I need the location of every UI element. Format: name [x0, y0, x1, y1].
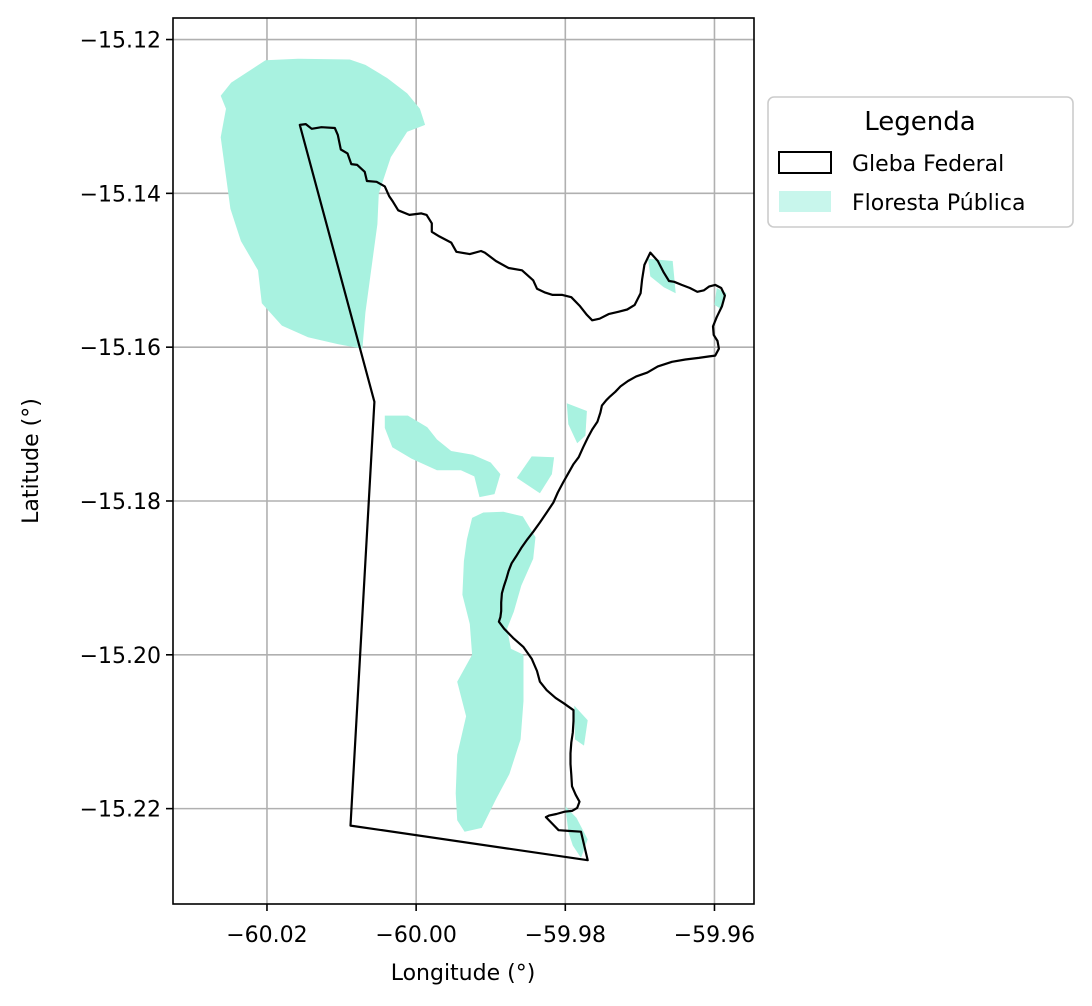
- legend-swatch-gleba: [778, 151, 832, 174]
- y-tick-label: −15.12: [80, 29, 161, 54]
- y-axis-ticks: −15.12 −15.14 −15.16 −15.18 −15.20 −15.22: [80, 29, 173, 823]
- x-tick-label: −60.02: [226, 923, 307, 948]
- floresta-publica-polygon: [220, 58, 426, 349]
- gleba-federal-boundary: [298, 122, 727, 862]
- floresta-publica-polygon: [516, 456, 555, 494]
- legend-title: Legenda: [864, 107, 975, 137]
- y-tick-label: −15.16: [80, 336, 161, 361]
- gleba-federal-layer: [298, 122, 727, 862]
- y-axis-title: Latitude (°): [19, 398, 44, 524]
- legend-label-floresta: Floresta Pública: [852, 191, 1025, 216]
- plot-area: [172, 17, 755, 905]
- x-tick-label: −59.96: [674, 923, 755, 948]
- y-tick-label: −15.18: [80, 490, 161, 515]
- floresta-publica-polygon: [566, 403, 587, 444]
- y-tick-label: −15.20: [80, 644, 161, 669]
- y-tick-label: −15.22: [80, 798, 161, 823]
- floresta-publica-polygon: [455, 511, 536, 832]
- legend-label-gleba: Gleba Federal: [852, 152, 1004, 177]
- floresta-publica-layer: [220, 58, 727, 858]
- x-tick-label: −60.00: [375, 923, 456, 948]
- y-tick-label: −15.14: [80, 182, 161, 207]
- plot-frame: [172, 17, 755, 905]
- legend: Legenda Gleba Federal Floresta Pública: [767, 96, 1074, 228]
- legend-box: [767, 96, 1074, 228]
- x-tick-label: −59.98: [525, 923, 606, 948]
- floresta-publica-polygon: [384, 415, 501, 498]
- floresta-publica-polygon: [648, 258, 676, 294]
- legend-swatch-floresta: [779, 191, 831, 212]
- floresta-publica-polygon: [574, 705, 588, 746]
- x-axis-ticks: −60.02 −60.00 −59.98 −59.96: [226, 904, 755, 948]
- x-axis-title: Longitude (°): [391, 961, 536, 986]
